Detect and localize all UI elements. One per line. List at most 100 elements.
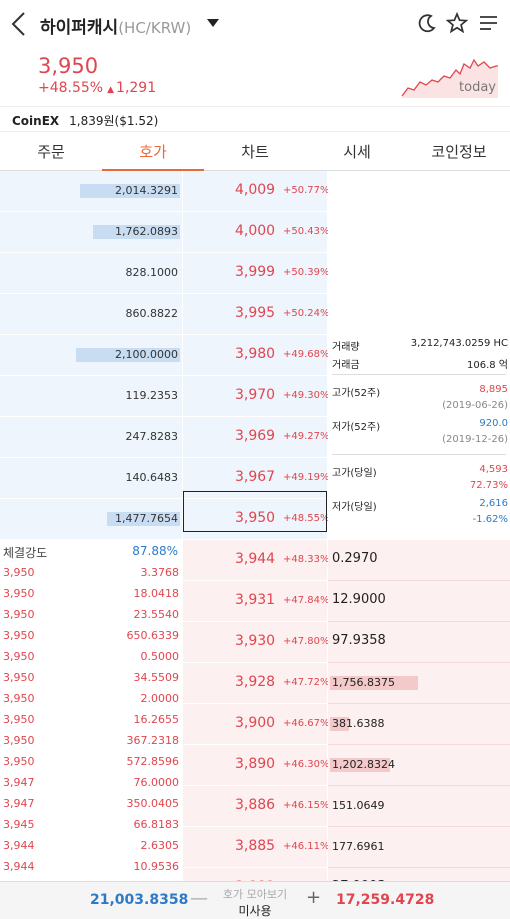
- trade-row: 3,950 23.5540: [3, 608, 179, 629]
- ask-price: 3,970: [235, 387, 276, 403]
- trade-quantity: 18.0418: [133, 587, 180, 600]
- back-icon[interactable]: [8, 10, 32, 38]
- ask-volume: 2,014.3291: [115, 184, 178, 197]
- ask-depth-bar: [93, 225, 180, 239]
- ask-price: 4,000: [235, 223, 276, 239]
- trade-quantity: 3.3768: [140, 566, 180, 579]
- ask-price: 3,950: [235, 510, 276, 526]
- bid-price-cell: 3,928 +47.72%: [183, 663, 330, 704]
- tab-market-price[interactable]: 시세: [343, 143, 371, 161]
- coin-title[interactable]: 하이퍼캐시(HC/KRW): [40, 13, 191, 38]
- ask-row[interactable]: 1,477.7654 3,950 +48.55%: [0, 499, 510, 540]
- stat-low-day-pct: -1.62%: [472, 514, 508, 525]
- stat-low-52w-value: 920.0: [479, 418, 508, 429]
- stat-high-day-label: 고가(당일): [332, 468, 377, 479]
- trade-price: 3,945: [3, 818, 35, 831]
- tab-order[interactable]: 주문: [37, 143, 65, 161]
- trade-quantity: 2.6305: [140, 839, 180, 852]
- bid-left-cell: [0, 827, 182, 868]
- trade-row: 3,950 3.3768: [3, 566, 179, 587]
- menu-icon[interactable]: [477, 12, 499, 34]
- current-price: 3,950: [38, 54, 99, 78]
- bid-percent: +46.30%: [283, 759, 330, 770]
- bid-price: 3,931: [235, 592, 276, 608]
- bid-left-cell: [0, 745, 182, 786]
- group-value[interactable]: 미사용: [238, 904, 272, 918]
- bid-left-cell: [0, 540, 182, 581]
- trade-price: 3,950: [3, 734, 35, 747]
- ask-row[interactable]: 119.2353 3,970 +49.30%: [0, 376, 510, 417]
- ask-row[interactable]: 2,014.3291 4,009 +50.77%: [0, 171, 510, 212]
- ask-depth-bar: [107, 512, 180, 526]
- ask-volume: 119.2353: [125, 389, 179, 402]
- ask-price-cell: 3,969 +49.27%: [183, 417, 330, 458]
- group-increase-button[interactable]: +: [306, 887, 322, 908]
- bid-volume-cell: 0.2970: [328, 540, 510, 581]
- trade-row: 3,950 0.5000: [3, 650, 179, 671]
- trade-row: 3,950 650.6339: [3, 629, 179, 650]
- bid-row[interactable]: 3,928 +47.72% 1,756.8375: [0, 663, 510, 704]
- bid-left-cell: [0, 663, 182, 704]
- bid-volume-cell: 381.6388: [328, 704, 510, 745]
- bid-row[interactable]: 3,890 +46.30% 1,202.8324: [0, 745, 510, 786]
- stat-low-52w-label: 저가(52주): [332, 422, 381, 433]
- bid-row[interactable]: 3,886 +46.15% 151.0649: [0, 786, 510, 827]
- trade-price: 3,947: [3, 776, 35, 789]
- trade-quantity: 350.0405: [126, 797, 180, 810]
- trade-price: 3,950: [3, 650, 35, 663]
- trade-price: 3,950: [3, 566, 35, 579]
- bid-depth-bar: [330, 717, 349, 731]
- ask-volume: 247.8283: [125, 430, 179, 443]
- bid-price-cell: 3,885 +46.11%: [183, 827, 330, 868]
- tab-orderbook[interactable]: 호가: [102, 133, 204, 171]
- bid-row[interactable]: 3,885 +46.11% 177.6961: [0, 827, 510, 868]
- bid-depth-bar: [330, 676, 418, 690]
- moon-icon[interactable]: [416, 12, 438, 34]
- tab-coin-info[interactable]: 코인정보: [431, 143, 487, 161]
- ask-price: 3,967: [235, 469, 276, 485]
- bid-row[interactable]: 3,944 +48.33% 0.2970: [0, 540, 510, 581]
- group-decrease-button[interactable]: —: [190, 888, 208, 909]
- dropdown-icon[interactable]: [206, 18, 220, 28]
- trade-price: 3,944: [3, 839, 35, 852]
- change-amount: 1,291: [116, 80, 157, 96]
- bid-row[interactable]: 3,881+45.96% 27.9993: [0, 868, 510, 881]
- ask-volume: 860.8822: [125, 307, 179, 320]
- ask-row[interactable]: 860.8822 3,995 +50.24%: [0, 294, 510, 335]
- bid-volume-cell: 151.0649: [328, 786, 510, 827]
- bid-price-cell: 3,930 +47.80%: [183, 622, 330, 663]
- stat-high-day-pct: 72.73%: [469, 480, 508, 491]
- bid-left-cell: [0, 581, 182, 622]
- bid-row[interactable]: 3,930 +47.80% 97.9358: [0, 622, 510, 663]
- bid-price-cell: 3,931 +47.84%: [183, 581, 330, 622]
- ask-price: 3,995: [235, 305, 276, 321]
- trade-quantity: 572.8596: [126, 755, 180, 768]
- ask-volume: 140.6483: [125, 471, 179, 484]
- bid-row[interactable]: 3,900 +46.67% 381.6388: [0, 704, 510, 745]
- bid-price: 3,890: [235, 756, 276, 772]
- ask-price-cell: 3,980 +49.68%: [183, 335, 330, 376]
- trade-quantity: 367.2318: [126, 734, 180, 747]
- ask-row[interactable]: 828.1000 3,999 +50.39%: [0, 253, 510, 294]
- ask-row[interactable]: 140.6483 3,967 +49.19%: [0, 458, 510, 499]
- ask-total: 21,003.8358: [90, 892, 189, 908]
- ask-percent: +49.68%: [283, 349, 330, 360]
- ask-volume-cell: 247.8283: [0, 417, 182, 458]
- bid-price-cell: 3,890 +46.30%: [183, 745, 330, 786]
- star-icon[interactable]: [446, 12, 468, 34]
- ask-row[interactable]: 247.8283 3,969 +49.27%: [0, 417, 510, 458]
- ask-volume-cell: 1,477.7654: [0, 499, 182, 540]
- trade-price: 3,950: [3, 755, 35, 768]
- mini-price-chart[interactable]: today: [400, 52, 500, 98]
- divider: [332, 454, 506, 455]
- bid-row[interactable]: 3,931 +47.84% 12.9000: [0, 581, 510, 622]
- stat-low-52w-date: (2019-12-26): [442, 434, 508, 445]
- stat-low-day-value: 2,616: [479, 498, 508, 509]
- bid-left-cell: [0, 868, 182, 881]
- ask-row[interactable]: 1,762.0893 4,000 +50.43%: [0, 212, 510, 253]
- ask-row[interactable]: 2,100.0000 3,980 +49.68%: [0, 335, 510, 376]
- trade-quantity: 34.5509: [133, 671, 180, 684]
- exchange-info[interactable]: CoinEX 1,839원($1.52): [0, 106, 510, 132]
- tab-chart[interactable]: 차트: [241, 143, 269, 161]
- ask-depth-bar: [76, 348, 180, 362]
